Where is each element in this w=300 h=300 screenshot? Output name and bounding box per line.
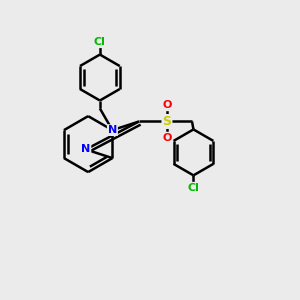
Text: O: O (162, 133, 172, 143)
Text: Cl: Cl (94, 37, 106, 47)
Text: Cl: Cl (188, 183, 200, 193)
Text: N: N (108, 125, 117, 135)
Text: S: S (163, 115, 172, 128)
Text: O: O (162, 100, 172, 110)
Text: N: N (81, 145, 90, 154)
